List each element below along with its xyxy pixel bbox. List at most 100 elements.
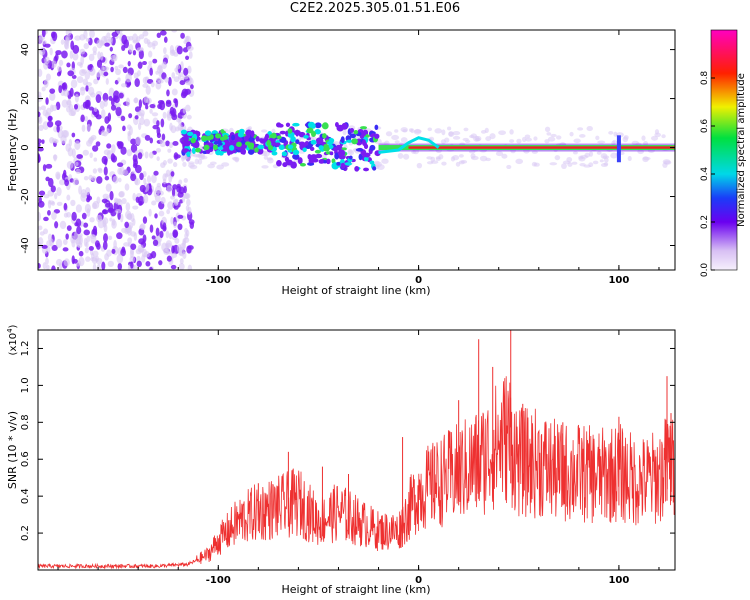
noise-blob — [59, 220, 67, 230]
halo-blob — [578, 155, 584, 160]
noise-blob — [138, 49, 144, 60]
halo-blob — [470, 153, 476, 159]
noise-blob — [114, 209, 122, 214]
band-blob — [278, 123, 284, 128]
band-blob — [285, 122, 291, 127]
halo-blob — [608, 131, 614, 135]
halo-blob — [515, 158, 524, 165]
noise-blob — [134, 78, 140, 88]
noise-blob — [38, 142, 41, 148]
noise-blob — [134, 115, 139, 120]
noise-blob — [148, 151, 154, 159]
noise-blob — [66, 161, 74, 169]
noise-blob — [93, 106, 98, 113]
halo-blob — [458, 154, 464, 158]
noise-blob — [183, 178, 188, 183]
noise-blob — [110, 104, 117, 111]
band-hotspot — [205, 136, 212, 141]
halo-blob — [546, 132, 552, 136]
colorbar: 0.0 0.2 0.4 0.6 0.8 Normalized spectral ampl… — [700, 29, 747, 277]
noise-blob — [132, 218, 136, 226]
halo-blob — [391, 134, 400, 141]
noise-blob — [145, 85, 151, 95]
noise-blob — [70, 235, 76, 244]
noise-blob — [44, 43, 51, 48]
noise-blob — [142, 76, 149, 85]
noise-blob — [167, 148, 172, 153]
band-blob — [346, 139, 353, 143]
band-hotspot — [186, 151, 191, 158]
noise-blob — [108, 95, 113, 101]
noise-blob — [120, 115, 126, 122]
band-blob — [374, 124, 379, 131]
halo-blob — [571, 161, 578, 165]
halo-blob — [573, 138, 581, 144]
noise-blob — [96, 263, 101, 270]
noise-blob — [96, 59, 103, 68]
noise-blob — [61, 82, 67, 90]
halo-blob — [394, 129, 399, 133]
noise-blob — [84, 71, 91, 80]
noise-blob — [106, 249, 112, 257]
noise-blob — [45, 264, 50, 270]
halo-blob — [506, 164, 512, 170]
noise-blob — [49, 91, 56, 101]
band-hotspot — [310, 131, 317, 137]
band-blob — [226, 148, 231, 156]
noise-blob — [148, 60, 153, 66]
halo-blob — [197, 152, 206, 158]
noise-blob — [174, 237, 180, 244]
noise-blob — [65, 143, 71, 152]
band-blob — [255, 136, 260, 142]
halo-blob — [602, 155, 610, 159]
noise-blob — [99, 51, 104, 61]
noise-blob — [153, 170, 159, 176]
halo-blob — [207, 163, 216, 169]
noise-blob — [66, 225, 72, 231]
noise-blob — [87, 64, 93, 71]
spectrogram-panel: -100 0 100 -40 -20 0 20 40 Height of straight l… — [6, 29, 676, 297]
noise-blob — [173, 76, 180, 83]
noise-blob — [132, 205, 139, 210]
noise-blob — [93, 157, 98, 162]
band-blob — [231, 134, 236, 141]
noise-blob — [122, 66, 128, 74]
noise-blob — [49, 238, 54, 247]
noise-blob — [186, 245, 192, 254]
noise-blob — [118, 141, 124, 149]
noise-blob — [133, 97, 139, 104]
noise-blob — [170, 171, 175, 177]
spectrogram-y-label: Frequency (Hz) — [6, 109, 19, 192]
noise-blob — [55, 171, 61, 180]
snr-x-tick-label: 0 — [415, 575, 422, 586]
noise-blob — [83, 42, 89, 50]
halo-blob — [662, 159, 671, 165]
noise-blob — [143, 177, 147, 185]
noise-blob — [43, 194, 50, 199]
noise-blob — [82, 149, 89, 156]
noise-blob — [155, 185, 162, 194]
noise-blob — [127, 213, 133, 221]
noise-blob — [120, 146, 127, 155]
noise-blob — [157, 103, 163, 110]
noise-blob — [115, 68, 122, 76]
noise-blob — [63, 39, 69, 49]
colorbar-tick-label: 0.8 — [700, 71, 710, 86]
colorbar-tick-label: 0.6 — [700, 119, 710, 134]
noise-blob — [152, 58, 158, 64]
band-blob — [295, 129, 300, 137]
noise-blob — [116, 254, 124, 264]
band-blob — [329, 151, 334, 156]
noise-blob — [75, 218, 82, 227]
band-blob — [348, 155, 353, 160]
noise-blob — [56, 124, 60, 133]
noise-blob — [158, 260, 163, 266]
band-blob — [183, 140, 191, 147]
noise-blob — [55, 50, 62, 56]
band-hotspot — [318, 145, 324, 151]
band-blob — [315, 137, 324, 145]
noise-blob — [190, 84, 194, 90]
noise-blob — [117, 77, 121, 82]
noise-blob — [48, 200, 55, 205]
noise-blob — [75, 161, 79, 167]
